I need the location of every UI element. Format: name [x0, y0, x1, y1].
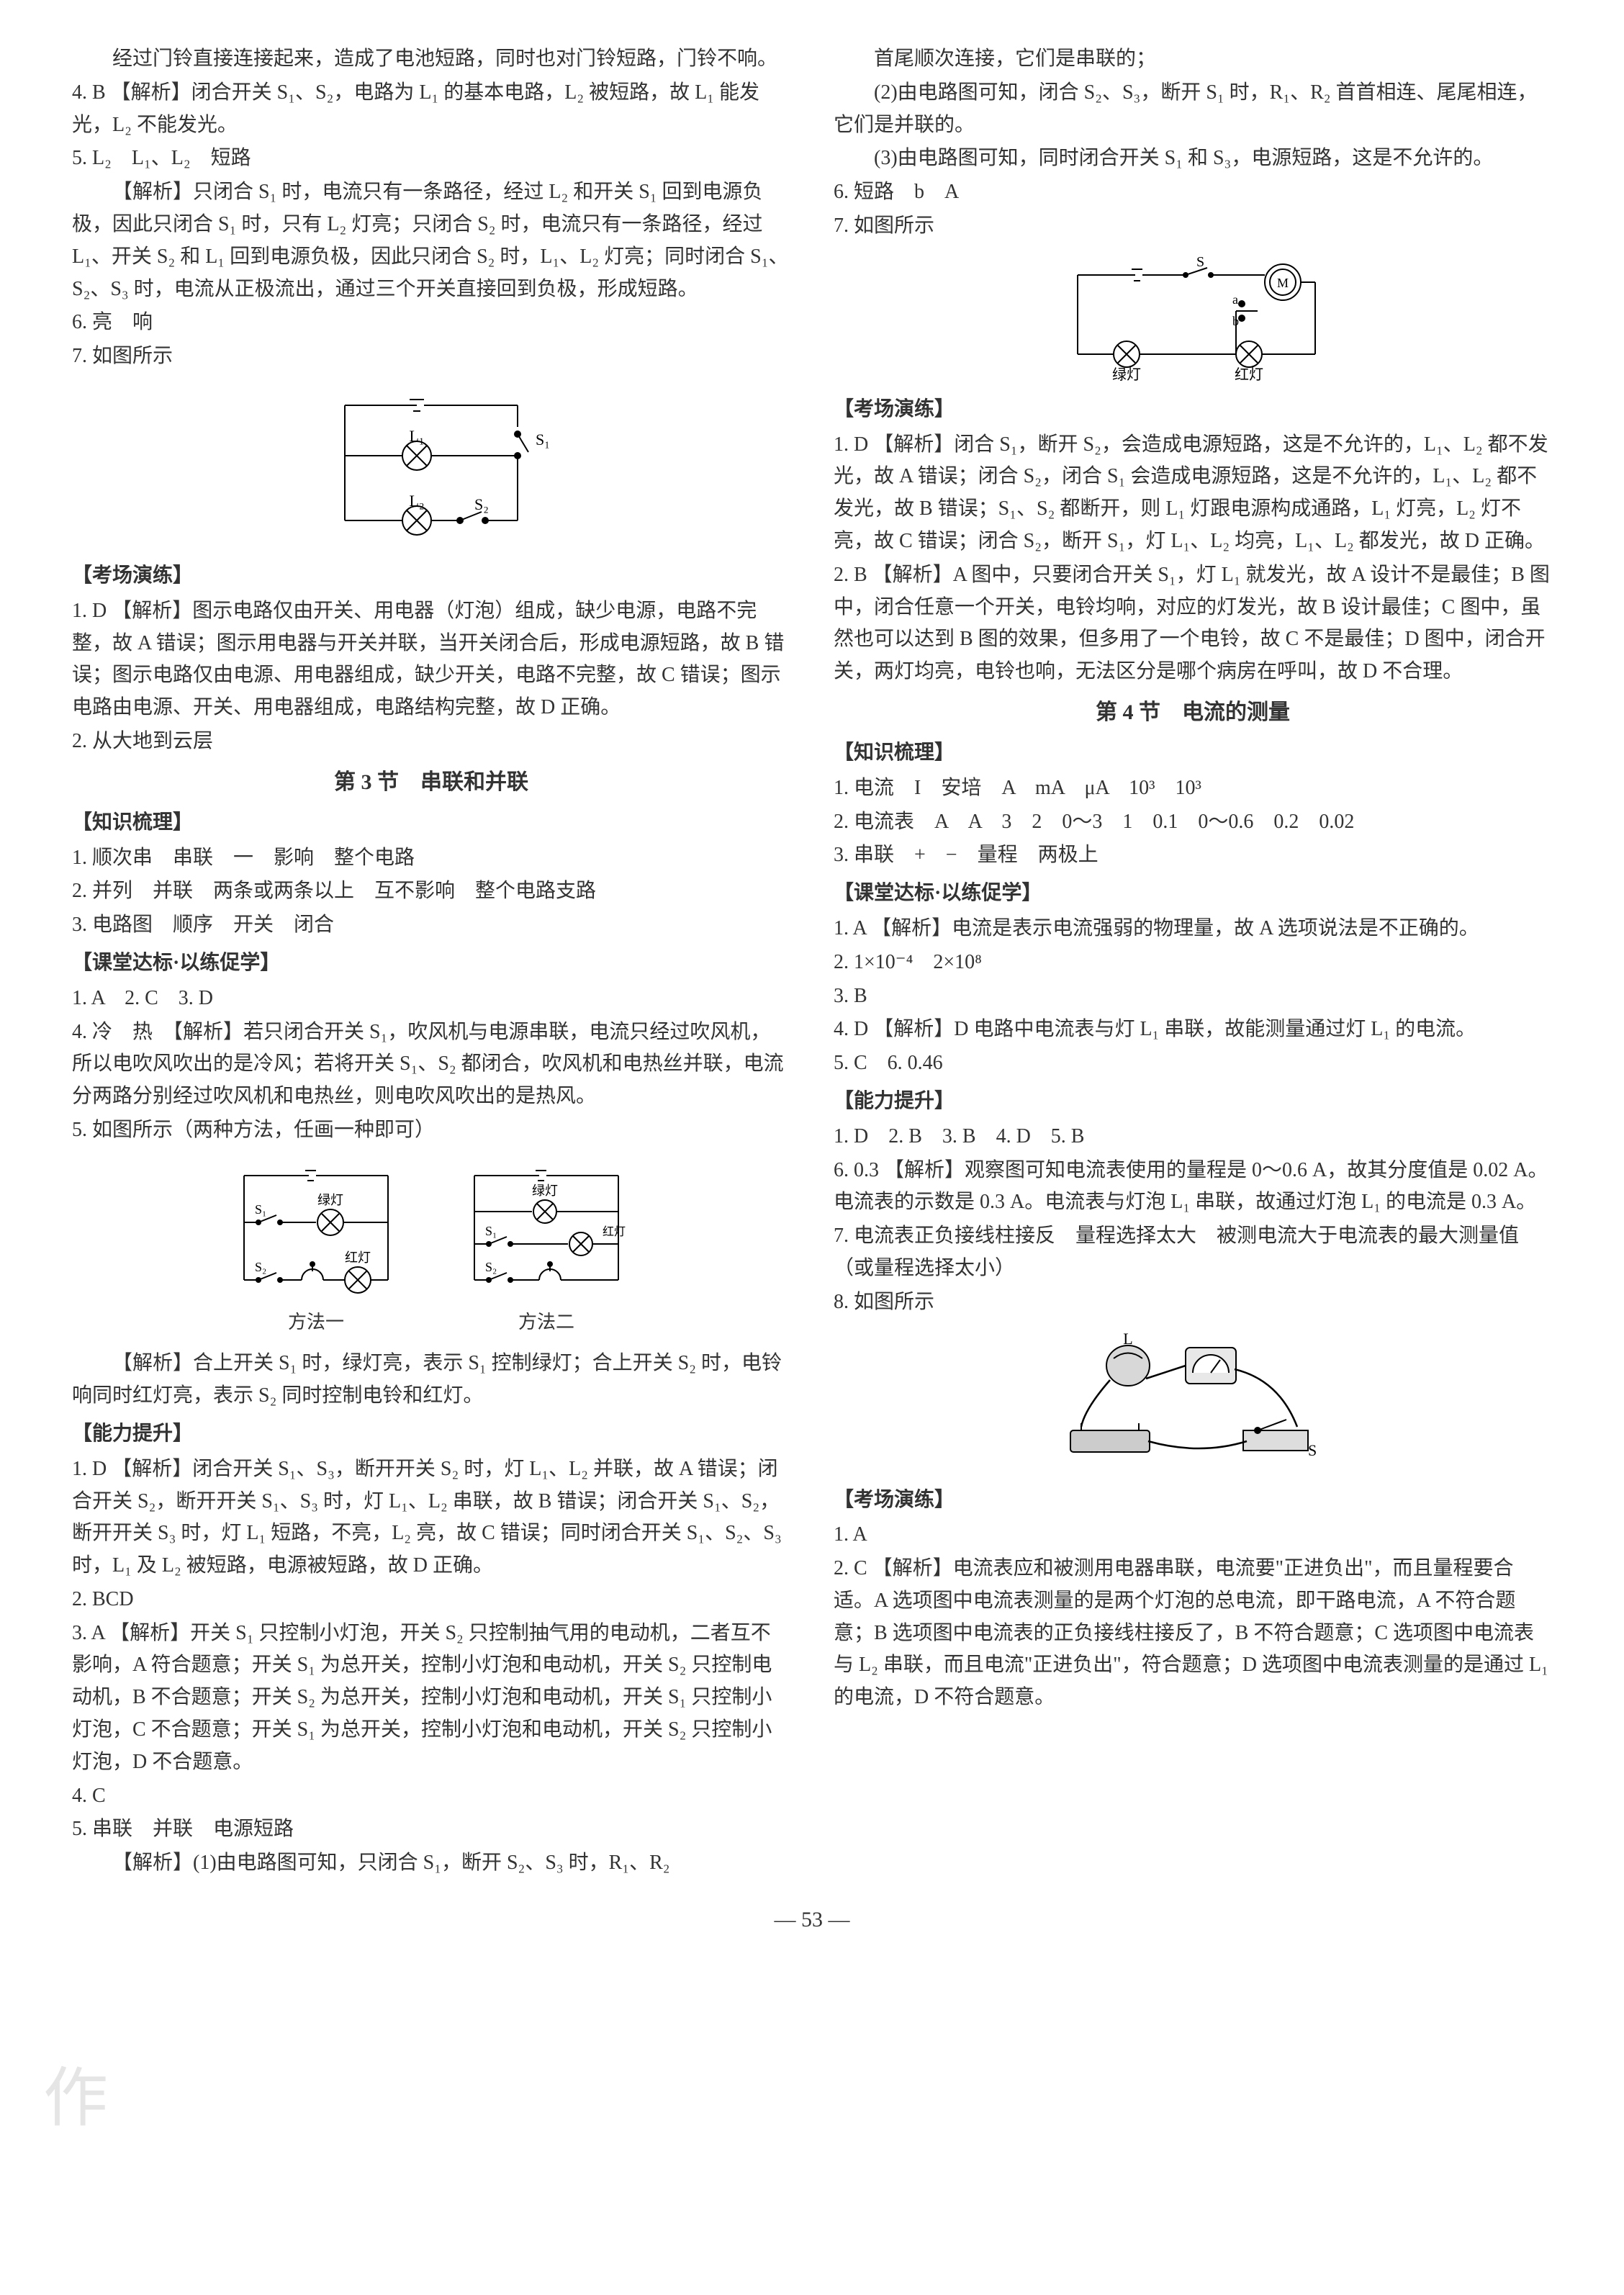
class-heading: 【课堂达标·以练促学】	[72, 947, 790, 980]
text-line: 1. A 2. C 3. D	[72, 983, 790, 1015]
text-line: 5. L₂ L₁、L₂ 短路	[72, 143, 790, 175]
circuit-diagram-3: M S	[834, 253, 1552, 383]
svg-text:L₂: L₂	[409, 492, 424, 510]
text-line: 6. 短路 b A	[834, 176, 1552, 209]
text-line: 首尾顺次连接，它们是串联的；	[834, 43, 1552, 76]
text-line: 【解析】(1)由电路图可知，只闭合 S₁，断开 S₂、S₃ 时，R₁、R₂	[72, 1847, 790, 1880]
svg-text:L₁: L₁	[409, 427, 424, 445]
text-line: 3. A 【解析】开关 S₁ 只控制小灯泡，开关 S₂ 只控制抽气用的电动机，二…	[72, 1618, 790, 1779]
circuit-diagram-pair: 绿灯 S₁ S₂ 红灯 方法一	[72, 1158, 790, 1338]
method-1-label: 方法一	[288, 1307, 344, 1338]
svg-text:M: M	[1277, 276, 1289, 290]
svg-text:S₂: S₂	[485, 1260, 497, 1274]
svg-text:S₁: S₁	[485, 1224, 497, 1238]
page-number: — 53 —	[72, 1903, 1552, 1937]
text-line: 2. BCD	[72, 1584, 790, 1616]
left-column: 经过门铃直接连接起来，造成了电池短路，同时也对门铃短路，门铃不响。 4. B 【…	[72, 43, 790, 1881]
svg-text:红灯: 红灯	[1235, 366, 1263, 383]
text-line: 4. C	[72, 1780, 790, 1813]
text-line: 7. 如图所示	[834, 210, 1552, 243]
text-line: 5. C 6. 0.46	[834, 1047, 1552, 1080]
svg-text:S: S	[1308, 1441, 1317, 1459]
ability-heading: 【能力提升】	[834, 1086, 1552, 1118]
circuit-diagram-4: L S	[834, 1330, 1552, 1474]
right-column: 首尾顺次连接，它们是串联的； (2)由电路图可知，闭合 S₂、S₃，断开 S₁ …	[834, 43, 1552, 1881]
svg-text:L: L	[1123, 1330, 1132, 1348]
class-heading: 【课堂达标·以练促学】	[834, 878, 1552, 910]
text-line: 2. B 【解析】A 图中，只要闭合开关 S₁，灯 L₁ 就发光，故 A 设计不…	[834, 559, 1552, 688]
text-line: (2)由电路图可知，闭合 S₂、S₃，断开 S₁ 时，R₁、R₂ 首首相连、尾尾…	[834, 77, 1552, 142]
svg-text:b: b	[1232, 314, 1239, 328]
text-line: 1. D 【解析】图示电路仅由开关、用电器（灯泡）组成，缺少电源，电路不完整，故…	[72, 595, 790, 724]
text-line: 7. 电流表正负接线柱接反 量程选择太大 被测电流大于电流表的最大测量值（或量程…	[834, 1220, 1552, 1285]
section-4-title: 第 4 节 电流的测量	[834, 695, 1552, 730]
section-3-title: 第 3 节 串联和并联	[72, 765, 790, 800]
text-line: 1. A	[834, 1519, 1552, 1551]
svg-text:S₂: S₂	[255, 1260, 266, 1274]
circuit-diagram-1: L₁ S₁ L₂ S₂	[72, 384, 790, 549]
page-container: 经过门铃直接连接起来，造成了电池短路，同时也对门铃短路，门铃不响。 4. B 【…	[72, 43, 1552, 1881]
diagram-method-1: 绿灯 S₁ S₂ 红灯 方法一	[215, 1158, 417, 1338]
text-line: 5. 如图所示（两种方法，任画一种即可）	[72, 1114, 790, 1147]
svg-text:红灯: 红灯	[345, 1250, 371, 1265]
svg-text:绿灯: 绿灯	[1112, 366, 1141, 383]
text-line: 8. 如图所示	[834, 1286, 1552, 1319]
exam-heading: 【考场演练】	[834, 394, 1552, 426]
text-line: 2. 并列 并联 两条或两条以上 互不影响 整个电路支路	[72, 875, 790, 908]
text-line: 4. D 【解析】D 电路中电流表与灯 L₁ 串联，故能测量通过灯 L₁ 的电流…	[834, 1014, 1552, 1046]
ability-heading: 【能力提升】	[72, 1418, 790, 1451]
text-line: 1. D 【解析】闭合 S₁，断开 S₂，会造成电源短路，这是不允许的，L₁、L…	[834, 429, 1552, 558]
text-line: 5. 串联 并联 电源短路	[72, 1813, 790, 1846]
exam-heading: 【考场演练】	[72, 560, 790, 592]
svg-text:S: S	[1196, 254, 1204, 270]
knowledge-heading: 【知识梳理】	[72, 807, 790, 839]
text-line: 1. 顺次串 串联 一 影响 整个电路	[72, 842, 790, 875]
knowledge-heading: 【知识梳理】	[834, 737, 1552, 770]
text-line: 4. 冷 热 【解析】若只闭合开关 S₁，吹风机与电源串联，电流只经过吹风机，所…	[72, 1016, 790, 1113]
watermark: 作	[43, 2047, 115, 2151]
text-line: 【解析】只闭合 S₁ 时，电流只有一条路径，经过 L₂ 和开关 S₁ 回到电源负…	[72, 176, 790, 305]
exam-heading: 【考场演练】	[834, 1484, 1552, 1517]
diagram-method-2: 绿灯 S₁ 红灯 S₂ 方法二	[446, 1158, 647, 1338]
svg-text:绿灯: 绿灯	[317, 1193, 343, 1207]
text-line: 2. 电流表 A A 3 2 0～3 1 0.1 0～0.6 0.2 0.02	[834, 806, 1552, 839]
text-line: 6. 0.3 【解析】观察图可知电流表使用的量程是 0～0.6 A，故其分度值是…	[834, 1155, 1552, 1219]
text-line: 1. A 【解析】电流是表示电流强弱的物理量，故 A 选项说法是不正确的。	[834, 913, 1552, 945]
text-line: 【解析】合上开关 S₁ 时，绿灯亮，表示 S₁ 控制绿灯；合上开关 S₂ 时，电…	[72, 1348, 790, 1412]
text-line: 6. 亮 响	[72, 307, 790, 339]
text-line: 2. 从大地到云层	[72, 726, 790, 758]
svg-text:S₂: S₂	[474, 495, 489, 513]
svg-text:S₁: S₁	[536, 430, 550, 448]
text-line: 3. 串联 + − 量程 两极上	[834, 839, 1552, 872]
text-line: (3)由电路图可知，同时闭合开关 S₁ 和 S₃，电源短路，这是不允许的。	[834, 143, 1552, 175]
svg-text:红灯: 红灯	[603, 1225, 626, 1238]
text-line: 2. 1×10⁻⁴ 2×10⁸	[834, 947, 1552, 979]
text-line: 4. B 【解析】闭合开关 S₁、S₂，电路为 L₁ 的基本电路，L₂ 被短路，…	[72, 77, 790, 142]
svg-text:a: a	[1232, 292, 1238, 307]
text-line: 3. B	[834, 980, 1552, 1013]
text-line: 1. D 2. B 3. B 4. D 5. B	[834, 1121, 1552, 1153]
text-line: 2. C 【解析】电流表应和被测用电器串联，电流要"正进负出"，而且量程要合适。…	[834, 1553, 1552, 1714]
text-line: 7. 如图所示	[72, 341, 790, 373]
text-line: 1. 电流 I 安培 A mA μA 10³ 10³	[834, 772, 1552, 805]
svg-text:绿灯: 绿灯	[532, 1183, 558, 1198]
svg-text:S₁: S₁	[255, 1202, 266, 1217]
method-2-label: 方法二	[518, 1307, 574, 1338]
text-line: 3. 电路图 顺序 开关 闭合	[72, 909, 790, 942]
text-line: 1. D 【解析】闭合开关 S₁、S₃，断开开关 S₂ 时，灯 L₁、L₂ 并联…	[72, 1453, 790, 1582]
text-line: 经过门铃直接连接起来，造成了电池短路，同时也对门铃短路，门铃不响。	[72, 43, 790, 76]
